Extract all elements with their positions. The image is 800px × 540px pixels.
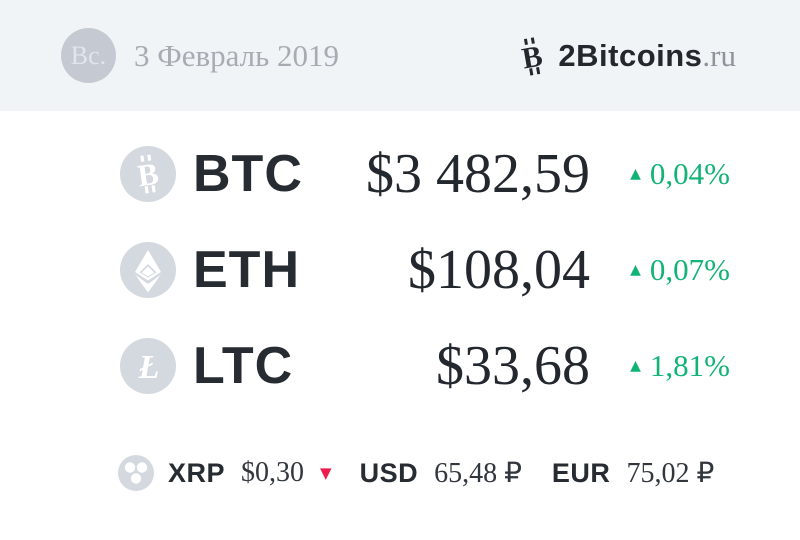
- ltc-price: $33,68: [436, 335, 590, 397]
- ltc-change-value: 1,81%: [649, 348, 730, 383]
- xrp-icon: [118, 455, 154, 491]
- day-badge: Вс.: [61, 28, 116, 83]
- btc-ticker: BTC: [193, 145, 303, 203]
- table-row-ltc: Ł LTC $33,68 ▲ 1,81%: [120, 318, 730, 414]
- table-row-eth: ETH $108,04 ▲ 0,07%: [120, 222, 730, 318]
- ltc-icon: Ł: [120, 338, 176, 394]
- eth-ticker: ETH: [193, 241, 300, 299]
- up-arrow-icon: ▲: [630, 262, 641, 278]
- xrp-price: $0,30: [241, 457, 305, 488]
- up-arrow-icon: ▲: [630, 166, 641, 182]
- svg-text:Ł: Ł: [138, 349, 160, 386]
- logo-tld: .ru: [702, 37, 736, 73]
- down-arrow-icon: ▼: [320, 463, 332, 482]
- usd-rate: 65,48 ₽: [434, 458, 522, 489]
- table-row-btc: B BTC $3 482,59 ▲ 0,04%: [120, 126, 730, 222]
- eur-label: EUR: [551, 457, 611, 488]
- btc-icon: B: [120, 146, 176, 202]
- footer-rates: XRP $0,30 ▼ USD 65,48 ₽ EUR 75,02 ₽: [0, 455, 800, 491]
- eth-icon: [120, 242, 176, 298]
- bitcoin-logo-icon: B: [515, 34, 549, 78]
- btc-price: $3 482,59: [366, 143, 590, 205]
- day-badge-label: Вс.: [70, 40, 107, 70]
- up-arrow-icon: ▲: [630, 358, 641, 374]
- ltc-change: ▲ 1,81%: [590, 348, 730, 384]
- eur-rate: 75,02 ₽: [626, 458, 715, 489]
- eth-change: ▲ 0,07%: [590, 252, 730, 288]
- svg-text:B: B: [135, 156, 160, 194]
- site-logo[interactable]: B 2Bitcoins .ru: [515, 34, 736, 78]
- logo-name: 2Bitcoins: [558, 37, 703, 73]
- price-list: B BTC $3 482,59 ▲ 0,04% ETH $1: [0, 111, 800, 414]
- eth-price: $108,04: [408, 239, 590, 301]
- usd-label: USD: [359, 457, 419, 488]
- eth-change-value: 0,07%: [649, 252, 730, 287]
- date-label: 3 Февраль 2019: [134, 37, 340, 73]
- ltc-ticker: LTC: [193, 337, 294, 395]
- xrp-ticker: XRP: [168, 457, 226, 488]
- header-bar: Вс. 3 Февраль 2019 B 2Bitcoins .ru: [0, 0, 800, 111]
- btc-change: ▲ 0,04%: [590, 156, 730, 192]
- btc-change-value: 0,04%: [649, 156, 730, 191]
